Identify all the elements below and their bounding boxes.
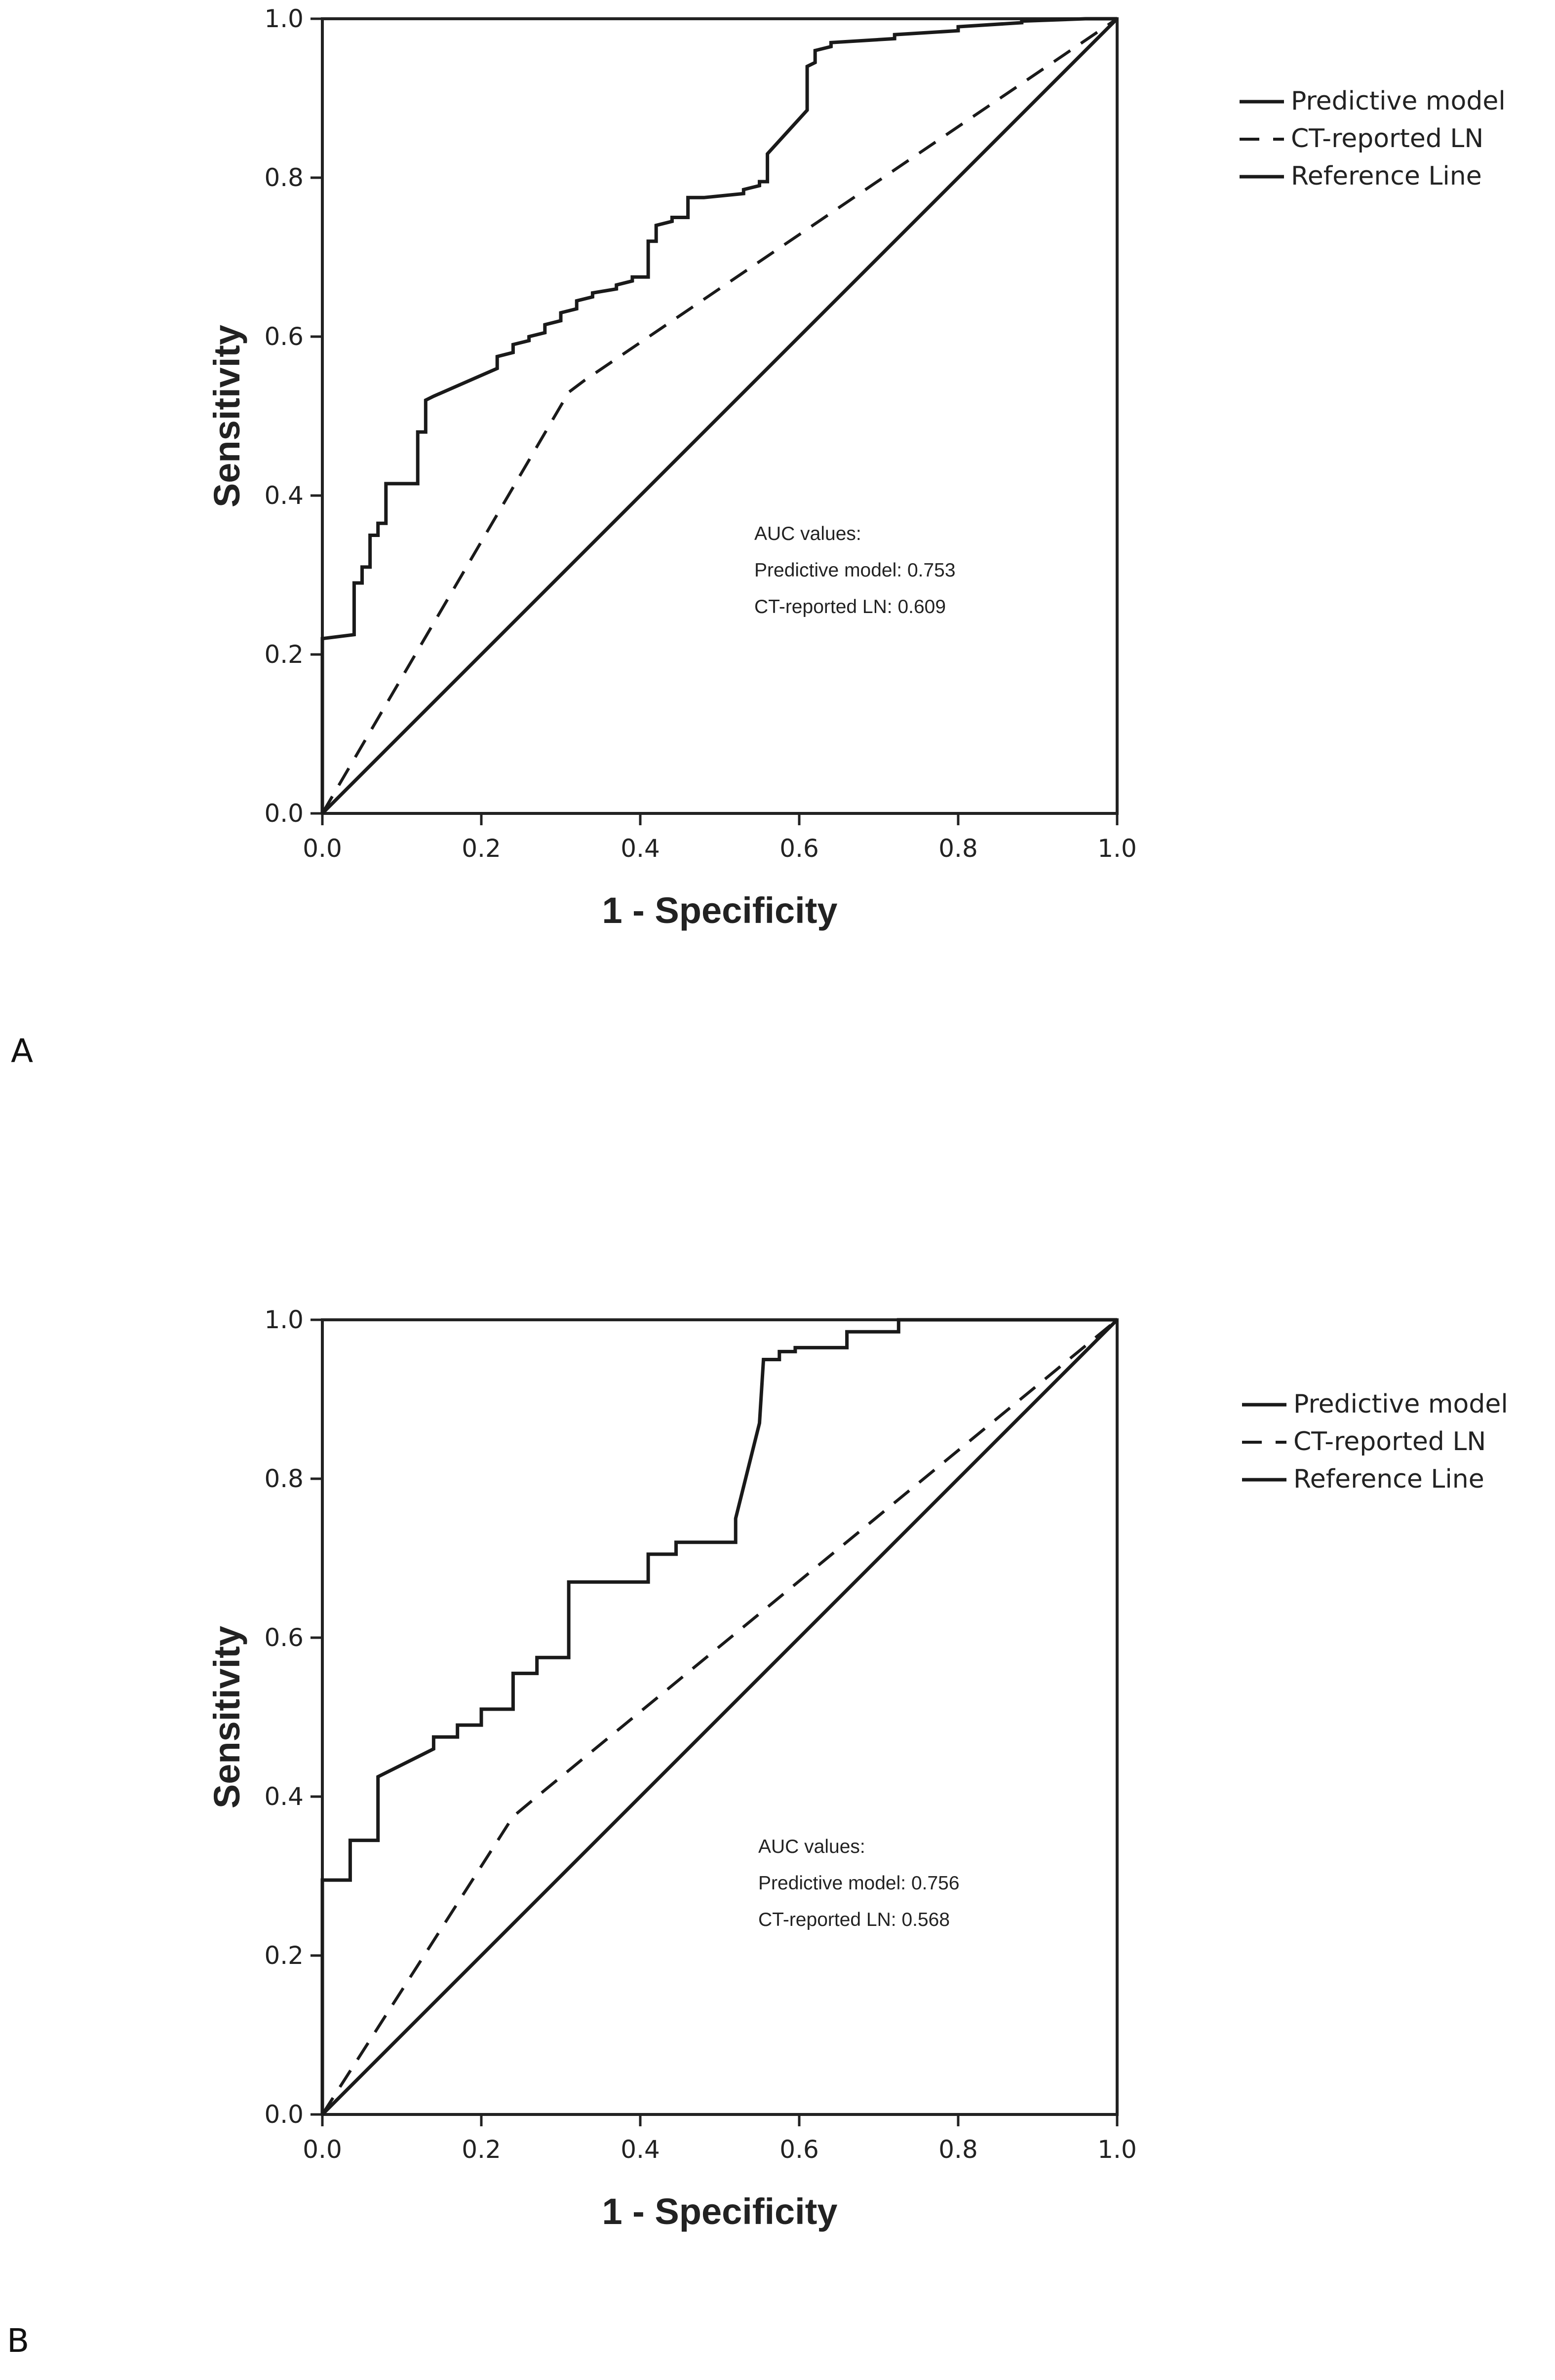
y-tick-label: 0.6 bbox=[264, 1623, 304, 1652]
y-tick-label: 0.6 bbox=[264, 322, 304, 351]
legend-label: Predictive model bbox=[1293, 1389, 1508, 1419]
x-tick-label: 0.6 bbox=[779, 2135, 819, 2164]
y-tick-label: 1.0 bbox=[264, 4, 304, 33]
auc-value-line: CT-reported LN: 0.609 bbox=[754, 596, 946, 617]
legend-label: Predictive model bbox=[1291, 86, 1506, 116]
auc-value-line: Predictive model: 0.753 bbox=[754, 560, 956, 581]
panel-label: A bbox=[11, 1032, 33, 1070]
series-line-reference-line bbox=[321, 1318, 1119, 2116]
x-tick-label: 0.2 bbox=[462, 2135, 501, 2164]
plot-frame bbox=[321, 17, 1119, 815]
roc-panel-a: 0.0 0.2 0.4 0.6 0.8 1.0 0.0 0.2 0.4 0.6 0.8 1.0 1 - … bbox=[11, 4, 1506, 1070]
x-tick-label: 1.0 bbox=[1097, 834, 1137, 863]
y-tick-label: 0.4 bbox=[264, 1782, 304, 1811]
legend-label: CT-reported LN bbox=[1293, 1427, 1486, 1457]
plot-frame bbox=[321, 1318, 1119, 2116]
legend: Predictive model CT-reported LN Reference … bbox=[1240, 86, 1506, 191]
x-tick-label: 0.4 bbox=[621, 2135, 660, 2164]
y-tick-label: 0.8 bbox=[264, 1464, 304, 1493]
legend-label: Reference Line bbox=[1293, 1464, 1484, 1494]
series-line-predictive-model bbox=[320, 1318, 1117, 2114]
roc-panel-b: 0.0 0.2 0.4 0.6 0.8 1.0 0.0 0.2 0.4 0.6 0.8 1.0 1 - … bbox=[7, 1305, 1508, 2360]
x-tick-label: 1.0 bbox=[1097, 2135, 1137, 2164]
series-line-reference-line bbox=[321, 17, 1119, 815]
y-tick-label: 0.0 bbox=[264, 799, 304, 828]
auc-heading: AUC values: bbox=[758, 1836, 865, 1857]
panel-label: B bbox=[7, 2322, 29, 2360]
x-axis-title: 1 - Specificity bbox=[602, 2191, 837, 2232]
y-tick-label: 0.2 bbox=[264, 640, 304, 669]
x-tick-label: 0.6 bbox=[779, 834, 819, 863]
x-tick-label: 0.8 bbox=[938, 834, 978, 863]
y-tick-label: 0.8 bbox=[264, 163, 304, 192]
y-axis-title: Sensitivity bbox=[206, 325, 247, 507]
x-tick-label: 0.0 bbox=[303, 834, 342, 863]
y-axis-title: Sensitivity bbox=[206, 1626, 247, 1808]
auc-value-line: Predictive model: 0.756 bbox=[758, 1873, 960, 1894]
series-line-predictive-model bbox=[320, 17, 1117, 813]
y-tick-label: 0.4 bbox=[264, 481, 304, 510]
auc-value-line: CT-reported LN: 0.568 bbox=[758, 1909, 950, 1930]
series-line-ct-reported-ln bbox=[321, 1318, 1118, 2115]
legend: Predictive model CT-reported LN Reference … bbox=[1242, 1389, 1508, 1494]
x-tick-label: 0.2 bbox=[462, 834, 501, 863]
x-tick-label: 0.8 bbox=[938, 2135, 978, 2164]
x-tick-label: 0.0 bbox=[303, 2135, 342, 2164]
y-tick-label: 1.0 bbox=[264, 1305, 304, 1334]
auc-heading: AUC values: bbox=[754, 523, 861, 544]
series-line-ct-reported-ln bbox=[321, 17, 1118, 814]
x-tick-label: 0.4 bbox=[621, 834, 660, 863]
legend-label: CT-reported LN bbox=[1291, 124, 1483, 154]
legend-label: Reference Line bbox=[1291, 161, 1482, 191]
x-axis-title: 1 - Specificity bbox=[602, 890, 837, 931]
y-tick-label: 0.0 bbox=[264, 2100, 304, 2129]
y-tick-label: 0.2 bbox=[264, 1941, 304, 1970]
